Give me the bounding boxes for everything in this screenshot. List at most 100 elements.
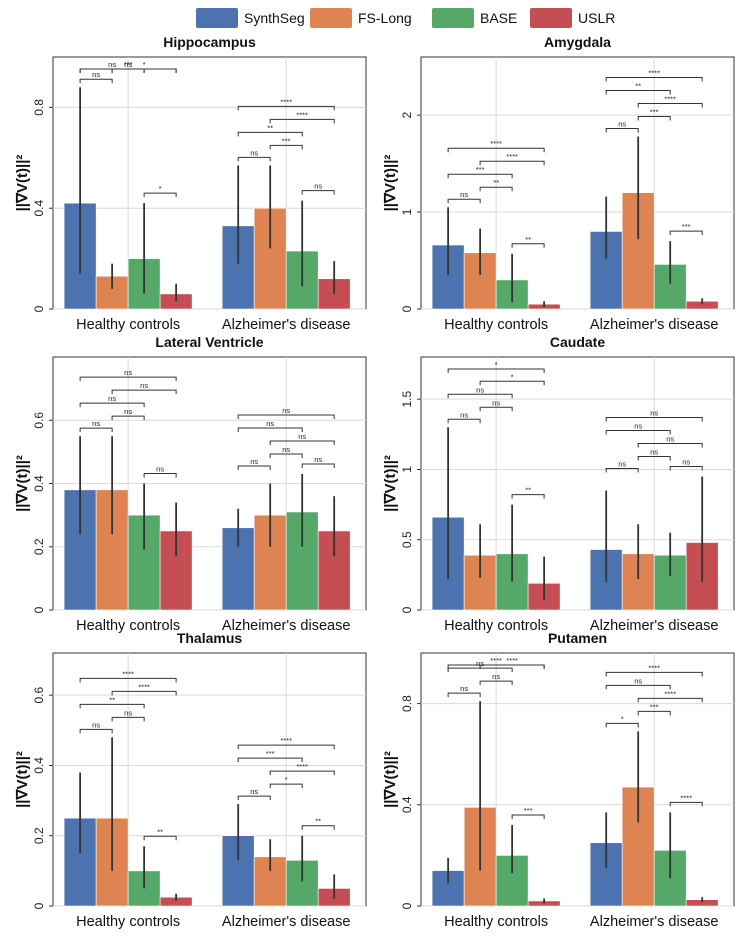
significance-label: ns: [298, 432, 306, 441]
significance-label: ns: [156, 465, 164, 474]
significance-bracket: [447, 173, 513, 179]
y-tick-label: 0.6: [32, 687, 46, 704]
significance-label: ***: [124, 60, 133, 69]
significance-label: ***: [682, 222, 691, 231]
significance-label: ns: [250, 457, 258, 466]
x-tick-label: Alzheimer's disease: [222, 317, 351, 333]
y-tick-label: 0.2: [32, 538, 46, 555]
y-tick-label: 0.2: [32, 827, 46, 844]
significance-label: ns: [250, 148, 258, 157]
significance-label: ns: [124, 708, 132, 717]
significance-label: ns: [266, 419, 274, 428]
significance-label: *: [285, 775, 288, 784]
significance-bracket: [637, 697, 703, 703]
significance-label: **: [267, 123, 273, 132]
y-axis-label: ||∇V(t)||²: [382, 455, 399, 512]
significance-label: ns: [92, 419, 100, 428]
y-tick-label: 1.5: [400, 391, 414, 408]
significance-label: ns: [650, 447, 658, 456]
significance-label: ns: [460, 190, 468, 199]
significance-label: **: [635, 81, 641, 90]
significance-label: **: [157, 827, 163, 836]
y-axis-label: ||∇V(t)||²: [14, 455, 31, 512]
significance-label: ns: [92, 720, 100, 729]
significance-bracket: [605, 722, 639, 728]
legend: SynthSeg FS-Long BASE USLR: [0, 6, 744, 30]
significance-label: ns: [124, 368, 132, 377]
legend-label: USLR: [578, 10, 616, 26]
significance-bracket: [605, 127, 639, 133]
significance-bracket: [447, 692, 481, 698]
legend-swatch: [432, 8, 474, 28]
significance-label: ****: [490, 139, 502, 148]
significance-bracket: [479, 680, 513, 686]
significance-bracket: [637, 710, 671, 716]
significance-bracket: [143, 192, 177, 198]
significance-label: ns: [492, 398, 500, 407]
significance-label: ns: [282, 445, 290, 454]
y-tick-label: 0: [32, 305, 46, 312]
significance-bracket: [637, 102, 703, 108]
significance-label: ns: [666, 434, 674, 443]
significance-bracket: [511, 243, 545, 248]
significance-label: ***: [282, 136, 291, 145]
y-tick-label: 0.4: [32, 200, 46, 217]
x-tick-label: Alzheimer's disease: [590, 914, 719, 930]
x-tick-label: Alzheimer's disease: [222, 618, 351, 634]
significance-label: ***: [266, 749, 275, 758]
panel-amygdala: 0 1 2 ||∇V(t)||² Amygdala Healthy controls Alz…: [382, 34, 735, 333]
significance-bracket: [605, 89, 671, 95]
significance-label: ****: [138, 682, 150, 691]
significance-bracket: [111, 690, 177, 696]
y-tick-label: 2: [400, 111, 414, 118]
x-tick-label: Healthy controls: [444, 914, 548, 930]
legend-item-base: BASE: [432, 6, 517, 30]
significance-bracket: [637, 115, 671, 121]
significance-bracket: [447, 147, 545, 153]
significance-label: ns: [618, 459, 626, 468]
significance-bracket: [79, 728, 113, 734]
y-tick-label: 0: [400, 606, 414, 613]
significance-bracket: [237, 744, 335, 750]
significance-label: ns: [634, 676, 642, 685]
significance-label: *: [511, 372, 514, 381]
significance-bracket: [669, 230, 703, 236]
significance-label: ****: [506, 152, 518, 161]
significance-bracket: [447, 368, 545, 373]
significance-bracket: [447, 418, 481, 424]
y-tick-label: 0.6: [32, 412, 46, 429]
significance-bracket: [605, 429, 671, 435]
chart-title: Amygdala: [544, 34, 611, 50]
significance-bracket: [301, 825, 335, 830]
significance-label: *: [143, 60, 146, 69]
y-tick-label: 1: [400, 466, 414, 473]
significance-bracket: [79, 78, 113, 84]
significance-bracket: [479, 380, 545, 386]
significance-label: **: [525, 486, 531, 495]
significance-label: ns: [282, 406, 290, 415]
significance-bracket: [269, 770, 335, 776]
significance-bracket: [669, 465, 703, 471]
significance-label: ****: [296, 110, 308, 119]
legend-item-fs-long: FS-Long: [310, 6, 412, 30]
significance-label: ns: [650, 408, 658, 417]
significance-bracket: [111, 415, 145, 421]
significance-label: ns: [108, 394, 116, 403]
significance-bracket: [605, 671, 703, 677]
significance-label: ****: [664, 689, 676, 698]
significance-label: ns: [634, 421, 642, 430]
significance-label: ***: [524, 806, 533, 815]
y-tick-label: 0.4: [400, 796, 414, 813]
chart-title: Hippocampus: [163, 34, 256, 50]
y-tick-label: 0.8: [32, 99, 46, 116]
significance-label: ns: [460, 410, 468, 419]
significance-label: ****: [648, 68, 660, 77]
legend-item-synthseg: SynthSeg: [196, 6, 305, 30]
significance-label: ***: [476, 165, 485, 174]
legend-label: FS-Long: [358, 10, 412, 26]
panel-hippocampus: 0 0.4 0.8 ||∇V(t)||² Hippocampus Healthy cont…: [14, 34, 367, 333]
y-tick-label: 0: [400, 902, 414, 909]
significance-label: ns: [314, 182, 322, 191]
significance-label: ****: [648, 663, 660, 672]
x-tick-label: Healthy controls: [76, 914, 180, 930]
